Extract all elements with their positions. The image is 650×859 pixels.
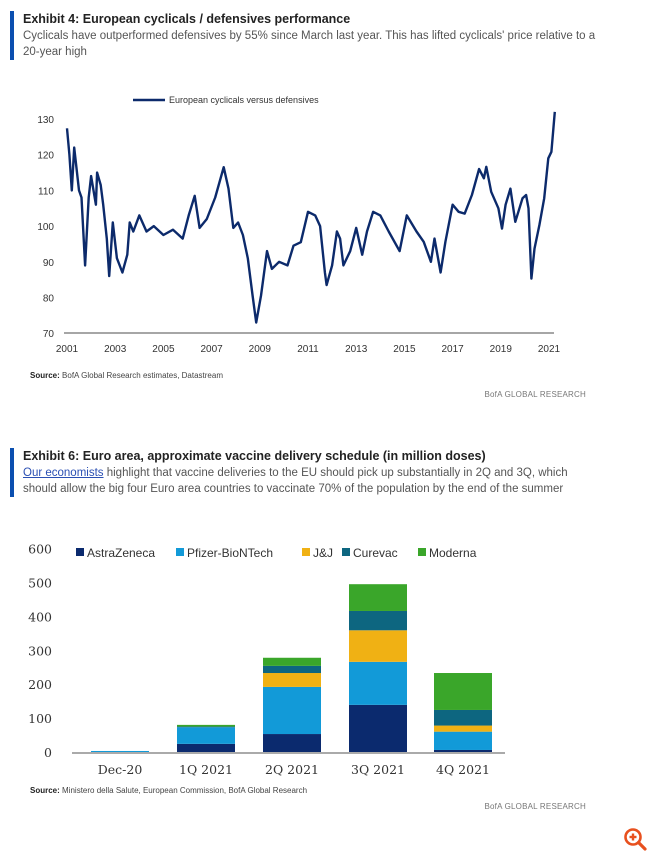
exhibit6-source: Source: Ministero della Salute, European… <box>30 786 307 795</box>
bar-j-j-3 <box>349 630 407 662</box>
bar-moderna-2 <box>263 657 321 666</box>
exhibit6-subtitle: Our economists highlight that vaccine de… <box>23 465 598 497</box>
legend-label: J&J <box>313 546 333 560</box>
y-tick-label: 0 <box>44 745 52 760</box>
our-economists-link[interactable]: Our economists <box>23 467 104 479</box>
y-tick-label: 400 <box>28 609 52 624</box>
y-tick-label: 120 <box>37 151 54 162</box>
legend-swatch <box>418 548 426 556</box>
series-line-cyclicals-vs-defensives <box>65 111 556 324</box>
legend-label: European cyclicals versus defensives <box>169 95 319 105</box>
exhibit4-title: Exhibit 4: European cyclicals / defensiv… <box>23 12 351 26</box>
exhibit4-header: Exhibit 4: European cyclicals / defensiv… <box>10 11 623 60</box>
legend-label: AstraZeneca <box>87 546 155 560</box>
x-tick-label: 2001 <box>56 344 79 355</box>
x-tick-label: 3Q 2021 <box>351 762 405 777</box>
y-tick-label: 80 <box>43 294 55 305</box>
exhibit6-header: Exhibit 6: Euro area, approximate vaccin… <box>10 448 623 497</box>
bar-curevac-3 <box>349 610 407 631</box>
x-tick-label: 2005 <box>152 344 175 355</box>
y-tick-label: 130 <box>37 115 54 126</box>
bar-pfizer-biontech-3 <box>349 661 407 705</box>
x-tick-label: 2021 <box>538 344 561 355</box>
legend-label: Pfizer-BioNTech <box>187 546 273 560</box>
exhibit4-brand: BofA GLOBAL RESEARCH <box>484 390 586 399</box>
x-tick-label: Dec-20 <box>98 762 143 777</box>
legend-label: Moderna <box>429 546 477 560</box>
x-tick-label: 4Q 2021 <box>436 762 490 777</box>
y-tick-label: 100 <box>28 711 52 726</box>
source-text: Ministero della Salute, European Commiss… <box>62 786 308 795</box>
bar-pfizer-biontech-4 <box>434 731 492 750</box>
legend-swatch <box>302 548 310 556</box>
source-text: BofA Global Research estimates, Datastre… <box>62 371 223 380</box>
bar-pfizer-biontech-0 <box>91 750 149 752</box>
y-tick-label: 200 <box>28 677 52 692</box>
bar-chart: 0 100 200 300 400 500 600 Dec-20 1Q 2021 2Q 2021 3… <box>28 542 505 777</box>
y-tick-label: 90 <box>43 258 55 269</box>
bar-astrazeneca-2 <box>263 734 321 752</box>
bar-astrazeneca-3 <box>349 704 407 752</box>
x-tick-label: 2015 <box>393 344 416 355</box>
x-tick-label: 2019 <box>490 344 513 355</box>
zoom-in-icon[interactable] <box>622 826 648 852</box>
legend-label: Curevac <box>353 546 398 560</box>
exhibit6-subtitle-text: highlight that vaccine deliveries to the… <box>23 467 568 495</box>
legend-swatch <box>342 548 350 556</box>
line-chart: 70 80 90 100 110 120 130 2001 2003 2005 2007 2009 20… <box>37 95 561 355</box>
x-tick-label: 2013 <box>345 344 368 355</box>
bar-astrazeneca-1 <box>177 743 235 752</box>
source-label: Source: <box>30 371 60 380</box>
exhibit4-subtitle: Cyclicals have outperformed defensives b… <box>23 30 596 58</box>
y-tick-label: 110 <box>38 186 54 197</box>
x-tick-label: 2009 <box>249 344 272 355</box>
bar-curevac-4 <box>434 709 492 726</box>
x-tick-label: 2011 <box>297 344 319 355</box>
y-tick-label: 70 <box>43 329 55 340</box>
bar-j-j-2 <box>263 673 321 687</box>
y-tick-label: 500 <box>28 576 52 591</box>
bar-pfizer-biontech-2 <box>263 686 321 735</box>
legend-swatch <box>176 548 184 556</box>
bar-j-j-4 <box>434 725 492 732</box>
exhibit4-source: Source: BofA Global Research estimates, … <box>30 371 223 380</box>
source-label: Source: <box>30 786 60 795</box>
legend-swatch <box>76 548 84 556</box>
bar-pfizer-biontech-1 <box>177 727 235 744</box>
y-tick-label: 600 <box>28 542 52 557</box>
x-tick-label: 2Q 2021 <box>265 762 319 777</box>
bar-moderna-3 <box>349 584 407 611</box>
bar-curevac-2 <box>263 665 321 674</box>
x-tick-label: 2003 <box>104 344 127 355</box>
bar-curevac-1 <box>177 726 235 728</box>
y-tick-label: 300 <box>28 643 52 658</box>
y-tick-label: 100 <box>37 222 54 233</box>
x-tick-label: 2007 <box>200 344 223 355</box>
x-tick-label: 1Q 2021 <box>179 762 233 777</box>
bar-astrazeneca-4 <box>434 749 492 752</box>
bar-moderna-1 <box>177 724 235 727</box>
exhibit6-title: Exhibit 6: Euro area, approximate vaccin… <box>23 449 486 463</box>
exhibit6-brand: BofA GLOBAL RESEARCH <box>484 802 586 811</box>
bar-moderna-4 <box>434 673 492 710</box>
x-tick-label: 2017 <box>441 344 464 355</box>
